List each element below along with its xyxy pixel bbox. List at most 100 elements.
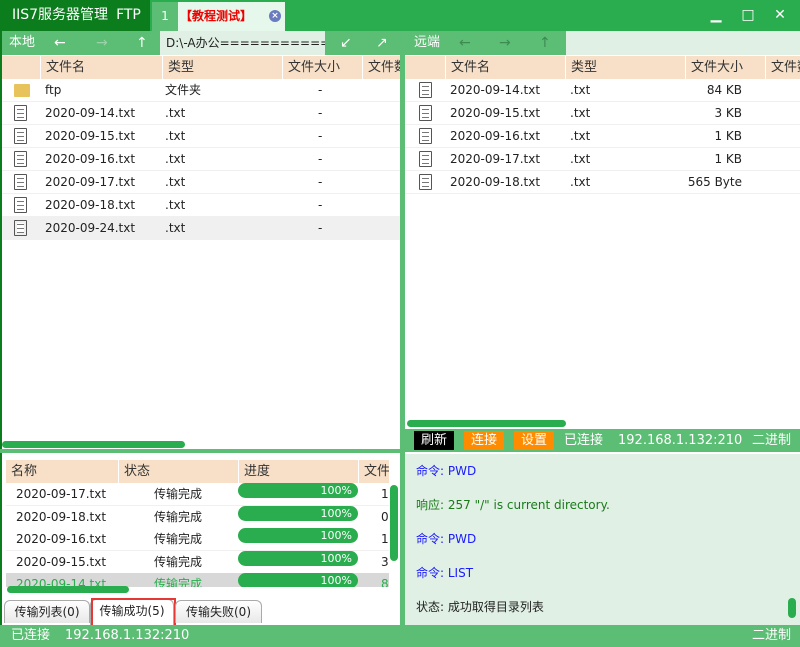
file-icon [14,220,27,236]
progress-bar: 100% [238,505,358,521]
transfer-row[interactable]: 2020-09-15.txt 传输完成 100% 3. [6,550,389,574]
server-address: 192.168.1.132:210 [618,433,743,448]
forward-icon[interactable]: → [96,35,108,51]
local-file-row[interactable]: ftp 文件夹 - [2,79,400,102]
transfer-row[interactable]: 2020-09-14.txt 传输完成 100% 84 [6,573,389,587]
file-size: - [318,198,323,212]
upload-icon[interactable]: ↗ [376,35,388,51]
local-label: 本地 [9,35,36,50]
settings-button[interactable]: 设置 [514,431,554,450]
col-progress[interactable]: 进度 [238,460,358,483]
transfer-size: 1. [381,532,389,546]
transfer-row[interactable]: 2020-09-17.txt 传输完成 100% 1. [6,483,389,506]
transfer-status: 传输完成 [154,577,203,587]
tab-1[interactable]: 1 [152,2,178,31]
tab-tutorial-test[interactable]: 【教程测试】 × [178,2,285,31]
col-count[interactable]: 文件数 [765,56,800,79]
log-prefix: 状态: [416,600,445,614]
up-icon[interactable]: ↑ [539,35,551,51]
log-v-scrollbar[interactable] [788,598,796,618]
transfer-status: 传输完成 [154,487,203,501]
file-icon [14,197,27,213]
file-icon [419,105,432,121]
col-filename[interactable]: 文件名 [445,56,565,79]
transfer-row[interactable]: 2020-09-16.txt 传输完成 100% 1. [6,528,389,551]
local-file-row[interactable]: 2020-09-15.txt .txt - [2,125,400,148]
transfer-table-header: 名称 状态 进度 文件 [6,460,389,483]
file-name: 2020-09-16.txt [450,129,541,143]
col-size[interactable]: 文件大小 [685,56,765,79]
remote-file-row[interactable]: 2020-09-18.txt .txt 565 Byte [405,171,800,194]
splitter[interactable] [0,449,402,453]
file-size: 1 KB [714,129,742,143]
pane-divider[interactable] [400,31,405,625]
file-name: 2020-09-14.txt [450,83,541,97]
download-icon[interactable]: ↙ [340,35,352,51]
col-type[interactable]: 类型 [162,56,282,79]
file-icon [419,128,432,144]
local-file-row[interactable]: 2020-09-17.txt .txt - [2,171,400,194]
minimize-button[interactable]: ▁ [710,7,722,23]
local-toolbar: 本地 ← → ↑ D:\-A办公=========== ↙ ↗ [2,31,400,55]
remote-label: 远端 [414,35,441,50]
col-count[interactable]: 文件数 [362,56,400,79]
file-type: .txt [165,152,186,166]
transfer-h-scrollbar[interactable] [7,586,129,593]
remote-file-row[interactable]: 2020-09-16.txt .txt 1 KB [405,125,800,148]
refresh-button[interactable]: 刷新 [414,431,454,450]
remote-file-row[interactable]: 2020-09-15.txt .txt 3 KB [405,102,800,125]
connect-button[interactable]: 连接 [464,431,504,450]
transfer-status: 传输完成 [154,554,203,569]
up-icon[interactable]: ↑ [136,35,148,51]
forward-icon[interactable]: → [499,35,511,51]
local-path-input[interactable]: D:\-A办公=========== [160,31,325,55]
transfer-mode[interactable]: 二进制 [752,433,792,448]
col-filename[interactable]: 文件名 [40,56,162,79]
local-h-scrollbar[interactable] [2,441,185,448]
file-icon [419,151,432,167]
tab-transfer-list[interactable]: 传输列表(0) [4,600,90,623]
folder-icon [14,84,30,97]
log-text: 257 "/" is current directory. [447,498,610,512]
transfer-size: 0. [381,509,389,524]
maximize-button[interactable]: □ [741,7,755,23]
file-type: .txt [570,152,591,166]
remote-file-row[interactable]: 2020-09-17.txt .txt 1 KB [405,148,800,171]
col-size[interactable]: 文件大小 [282,56,362,79]
col-type[interactable]: 类型 [565,56,685,79]
status-mode: 二进制 [752,628,792,643]
local-file-row[interactable]: 2020-09-24.txt .txt - [2,217,400,240]
local-file-row[interactable]: 2020-09-16.txt .txt - [2,148,400,171]
transfer-v-scrollbar[interactable] [390,485,398,561]
transfer-size: 84 [381,577,389,587]
tab-label: 【教程测试】 [180,9,253,23]
transfer-row[interactable]: 2020-09-18.txt 传输完成 100% 0. [6,505,389,529]
file-type: .txt [165,106,186,120]
back-icon[interactable]: ← [459,35,471,51]
file-size: 3 KB [714,106,742,120]
col-name[interactable]: 名称 [11,464,38,479]
local-file-row[interactable]: 2020-09-14.txt .txt - [2,102,400,125]
close-button[interactable]: ✕ [774,7,786,23]
remote-h-scrollbar[interactable] [407,420,566,427]
file-type: .txt [165,221,186,235]
progress-bar: 100% [238,528,358,543]
close-tab-icon[interactable]: × [269,10,281,22]
ftp-label: FTP [116,7,141,23]
file-type: .txt [165,175,186,189]
local-file-row[interactable]: 2020-09-18.txt .txt - [2,194,400,217]
file-type: .txt [570,129,591,143]
remote-file-row[interactable]: 2020-09-14.txt .txt 84 KB [405,79,800,102]
col-file[interactable]: 文件 [358,460,389,483]
left-border [0,31,2,625]
transfer-name: 2020-09-15.txt [16,554,107,569]
file-size: - [318,152,323,166]
col-status[interactable]: 状态 [118,460,238,483]
back-icon[interactable]: ← [54,35,66,51]
tab-transfer-failed[interactable]: 传输失败(0) [175,600,262,623]
file-size: - [318,175,323,189]
log-line: 命令: PWD [416,462,476,479]
transfer-size: 3. [381,554,389,569]
file-size: 84 KB [706,83,742,97]
file-size: - [318,129,323,143]
